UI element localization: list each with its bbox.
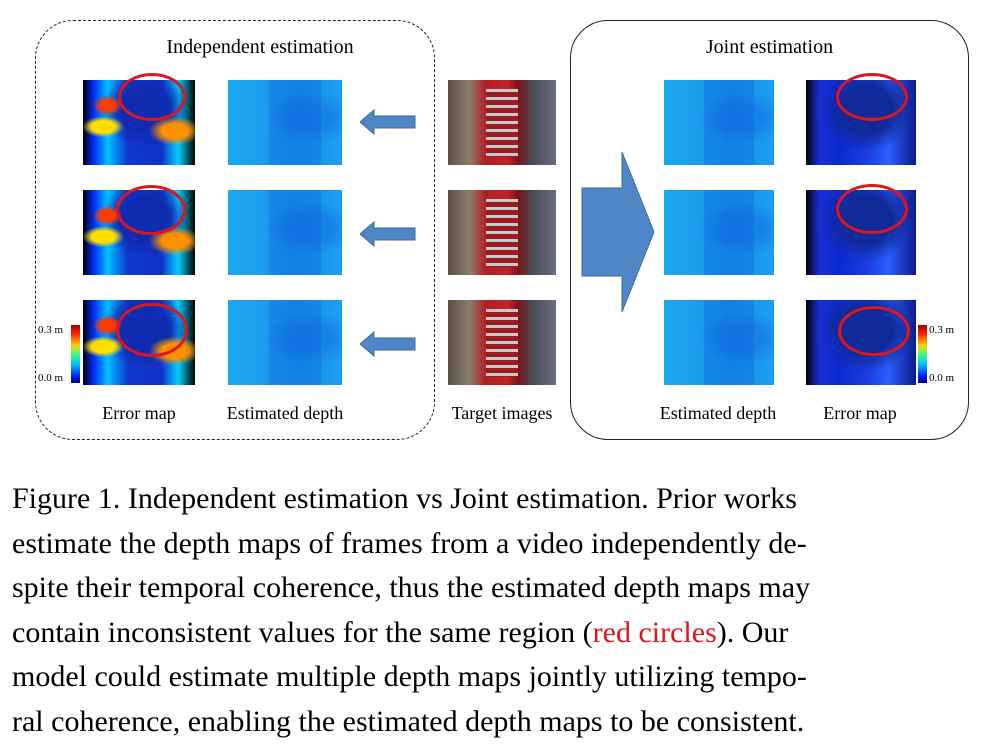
caption-line: model could estimate multiple depth maps… — [12, 660, 807, 693]
colorbar-min-label: 0.0 m — [38, 372, 64, 384]
joint-estimation-panel — [570, 20, 969, 440]
caption-red-circles-text: red circles — [592, 615, 717, 649]
red-circle-highlight — [116, 185, 186, 235]
red-circle-highlight — [116, 303, 188, 357]
left-arrow-icon — [360, 108, 416, 136]
label-joint-error-map: Error map — [823, 403, 897, 423]
label-error-map: Error map — [102, 403, 176, 423]
caption-line: Figure 1. Independent estimation vs Join… — [12, 482, 797, 515]
caption-text: ). Our — [716, 615, 789, 649]
caption-text: contain inconsistent values for the same… — [12, 615, 593, 649]
target-image-3 — [448, 300, 556, 385]
joint-estimated-depth-image-2 — [664, 190, 774, 275]
error-colorbar-right — [918, 325, 927, 383]
joint-panel-title: Joint estimation — [705, 36, 834, 58]
red-circle-highlight — [836, 184, 908, 234]
red-circle-highlight — [118, 73, 186, 121]
left-arrow-icon — [360, 330, 416, 358]
colorbar-min-label: 0.0 m — [929, 372, 955, 384]
caption-line: contain inconsistent values for the same… — [12, 611, 978, 656]
red-circle-highlight — [838, 306, 910, 356]
colorbar-max-label: 0.3 m — [38, 324, 64, 336]
estimated-depth-image-3 — [228, 300, 342, 385]
caption-line: ral coherence, enabling the estimated de… — [12, 704, 805, 738]
red-circle-highlight — [836, 73, 908, 121]
left-arrow-icon — [360, 220, 416, 248]
right-arrow-icon — [581, 151, 655, 313]
target-image-2 — [448, 190, 556, 275]
label-estimated-depth: Estimated depth — [226, 403, 344, 423]
target-image-1 — [448, 80, 556, 165]
joint-estimated-depth-image-1 — [664, 80, 774, 165]
independent-panel-title: Independent estimation — [166, 36, 354, 58]
label-joint-estimated-depth: Estimated depth — [659, 403, 777, 423]
label-target-images: Target images — [451, 403, 553, 423]
figure-caption: Figure 1. Independent estimation vs Join… — [12, 477, 978, 744]
colorbar-max-label: 0.3 m — [929, 324, 955, 336]
error-colorbar-left — [71, 325, 80, 383]
joint-estimated-depth-image-3 — [664, 300, 774, 385]
caption-line: spite their temporal coherence, thus the… — [12, 571, 811, 604]
estimated-depth-image-1 — [228, 80, 342, 165]
estimated-depth-image-2 — [228, 190, 342, 275]
independent-estimation-panel — [35, 20, 435, 440]
caption-line: estimate the depth maps of frames from a… — [12, 526, 807, 560]
